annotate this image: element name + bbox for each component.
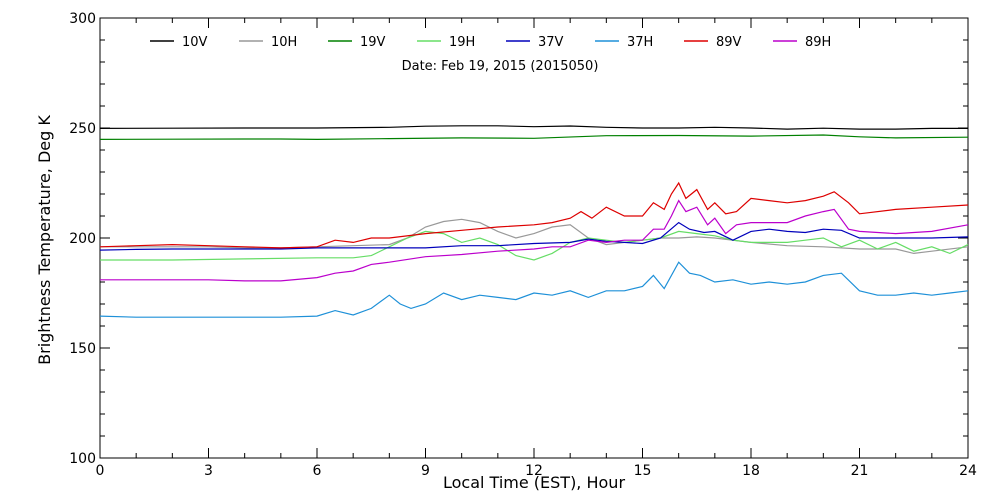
x-tick-labels: 0 3 6 9 12 15 18 21 24 <box>96 463 977 479</box>
x-tick-label: 9 <box>421 463 430 479</box>
series-line-19h <box>100 230 969 261</box>
date-annotation: Date: Feb 19, 2015 (2015050) <box>402 59 599 74</box>
series-line-37v <box>99 221 969 251</box>
legend: 10V 10H 19V 19H 37V 37H 89V 89H <box>150 35 831 50</box>
plot-frame <box>99 17 969 459</box>
y-tick-label: 300 <box>69 11 96 27</box>
series-line-89h <box>100 199 969 282</box>
series-line-89v <box>99 181 969 249</box>
series-line-37h <box>99 261 969 318</box>
legend-label: 10V <box>182 35 208 50</box>
legend-label: 10H <box>271 35 297 50</box>
y-tick-label: 100 <box>69 451 96 467</box>
legend-label: 37H <box>627 35 653 50</box>
series-line-19v <box>99 134 969 141</box>
legend-label: 89V <box>716 35 742 50</box>
x-tick-label: 3 <box>204 463 213 479</box>
series-lines <box>99 125 969 318</box>
y-tick-label: 150 <box>69 341 96 357</box>
y-tick-label: 200 <box>69 231 96 247</box>
legend-label: 37V <box>538 35 564 50</box>
x-tick-label: 21 <box>851 463 869 479</box>
legend-label: 19H <box>449 35 475 50</box>
series-line-10v <box>99 125 968 130</box>
x-tick-label: 15 <box>634 463 652 479</box>
legend-label: 19V <box>360 35 386 50</box>
x-axis-label: Local Time (EST), Hour <box>443 473 625 492</box>
x-tick-label: 0 <box>96 463 105 479</box>
axis-ticks <box>99 17 969 459</box>
legend-label: 89H <box>805 35 831 50</box>
x-tick-label: 24 <box>959 463 977 479</box>
x-tick-label: 12 <box>525 463 543 479</box>
x-tick-label: 18 <box>742 463 760 479</box>
y-tick-label: 250 <box>69 121 96 137</box>
y-axis-label: Brightness Temperature, Deg K <box>35 115 54 365</box>
x-tick-label: 6 <box>313 463 322 479</box>
y-tick-labels: 100 150 200 250 300 <box>69 11 96 467</box>
